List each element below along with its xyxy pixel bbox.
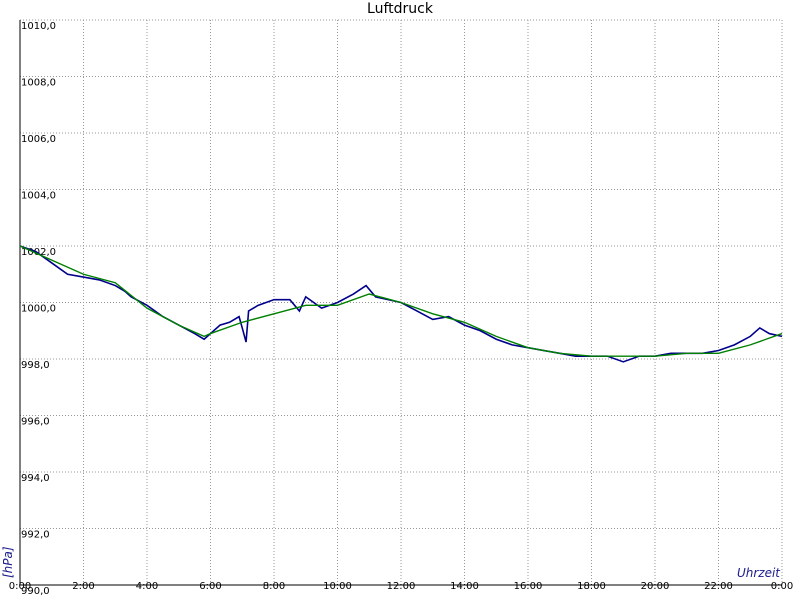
x-tick-label: 0:00 — [771, 581, 793, 592]
x-tick-label: 4:00 — [136, 581, 158, 592]
x-axis-title: Uhrzeit — [737, 566, 781, 580]
y-tick-label: 1006,0 — [21, 134, 56, 145]
y-tick-label: 990,0 — [21, 586, 50, 597]
y-tick-label: 1000,0 — [21, 304, 56, 315]
x-tick-label: 20:00 — [641, 581, 670, 592]
x-tick-label: 0:00 — [9, 581, 31, 592]
x-tick-label: 6:00 — [199, 581, 221, 592]
y-tick-label: 1004,0 — [21, 191, 56, 202]
x-tick-label: 18:00 — [577, 581, 606, 592]
y-tick-label: 1002,0 — [21, 247, 56, 258]
y-tick-label: 1010,0 — [21, 21, 56, 32]
y-axis-title: [hPa] — [1, 546, 15, 578]
x-tick-label: 14:00 — [450, 581, 479, 592]
y-tick-label: 998,0 — [21, 360, 50, 371]
y-tick-label: 994,0 — [21, 473, 50, 484]
x-tick-label: 16:00 — [514, 581, 543, 592]
x-tick-label: 12:00 — [387, 581, 416, 592]
x-tick-label: 2:00 — [72, 581, 94, 592]
y-tick-label: 996,0 — [21, 417, 50, 428]
x-tick-label: 10:00 — [323, 581, 352, 592]
y-tick-label: 1008,0 — [21, 78, 56, 89]
x-tick-label: 8:00 — [263, 581, 285, 592]
y-tick-label: 992,0 — [21, 530, 50, 541]
x-tick-label: 22:00 — [704, 581, 733, 592]
chart-title: Luftdruck — [367, 1, 434, 17]
line-series — [19, 245, 783, 357]
